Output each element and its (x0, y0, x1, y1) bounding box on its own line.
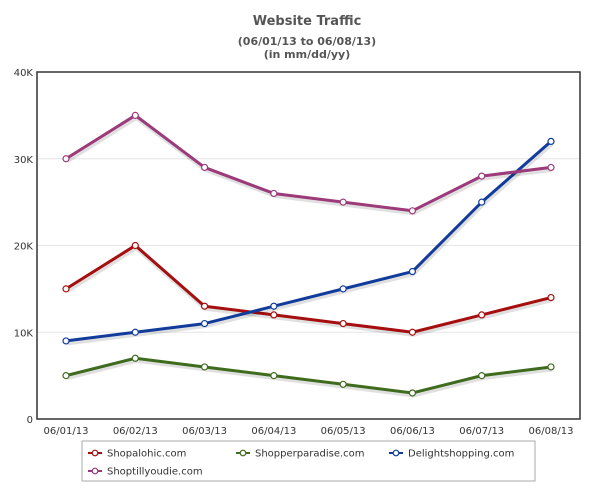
y-tick-label: 30K (14, 155, 34, 166)
data-point (62, 155, 70, 163)
data-point (200, 363, 209, 371)
data-point (131, 328, 139, 336)
legend-label: Shoptillyoudie.com (107, 467, 203, 478)
legend-item: Shopperparadise.com (236, 449, 365, 460)
data-point (339, 198, 347, 206)
y-tick-label: 20K (14, 242, 34, 253)
x-tick-label: 06/07/13 (459, 426, 504, 437)
data-point (270, 302, 278, 310)
legend-item: Delightshopping.com (389, 449, 514, 460)
legend-label: Shopperparadise.com (255, 449, 365, 460)
series-line (65, 140, 552, 343)
legend-swatch-marker (91, 467, 99, 475)
x-tick-label: 06/06/13 (390, 426, 435, 437)
chart-subtitle-line-1: (06/01/13 to 06/08/13) (238, 35, 376, 48)
data-point (408, 389, 417, 397)
data-point (408, 207, 417, 215)
y-tick-label: 40K (14, 68, 34, 79)
x-tick-label: 06/04/13 (251, 426, 296, 437)
data-point (131, 111, 139, 119)
series-line-shadow (66, 357, 553, 398)
x-tick-label: 06/03/13 (182, 426, 227, 437)
plot-area-frame (36, 71, 581, 420)
data-point (200, 163, 209, 172)
legend-item: Shoptillyoudie.com (88, 467, 203, 478)
series-line (65, 356, 552, 395)
data-point (478, 311, 486, 319)
data-point (62, 285, 70, 293)
legend-swatch-marker (239, 449, 247, 457)
data-point (339, 285, 347, 293)
data-point (408, 267, 417, 276)
series-1 (62, 241, 555, 337)
data-point (200, 302, 209, 310)
series-3 (62, 137, 555, 346)
data-point (270, 189, 278, 198)
data-point (478, 198, 486, 206)
series-4 (62, 111, 555, 216)
legend-swatch-marker (91, 449, 99, 457)
x-tick-label: 06/01/13 (44, 426, 89, 437)
legend-label: Delightshopping.com (408, 449, 514, 460)
x-tick-label: 06/05/13 (321, 426, 366, 437)
x-axis-tick-labels: 06/01/13 06/02/13 06/03/13 06/04/13 06/05/13… (44, 426, 574, 437)
legend: Shopalohic.com Shopperparadise.com Delight… (81, 440, 536, 482)
legend-swatch-marker (392, 449, 400, 457)
data-point (547, 137, 555, 145)
y-tick-label: 10K (14, 328, 34, 339)
data-point (62, 337, 70, 345)
series-2 (62, 354, 555, 398)
data-point (200, 319, 209, 328)
data-point (62, 372, 70, 380)
legend-item: Shopalohic.com (88, 449, 186, 460)
series-line-shadow (66, 141, 554, 346)
x-tick-label: 06/02/13 (113, 426, 158, 437)
y-axis-tick-labels: 0 10K 20K 30K 40K (14, 68, 34, 426)
series-lines (62, 111, 555, 398)
data-point (478, 172, 486, 180)
data-point (131, 241, 139, 250)
data-point (547, 293, 555, 302)
series-line (65, 113, 552, 213)
data-point (270, 372, 278, 380)
data-point (408, 328, 417, 336)
data-point (478, 372, 486, 380)
data-point (339, 380, 347, 388)
chart-title: Website Traffic (253, 14, 362, 29)
data-point (547, 363, 555, 371)
chart-subtitle-line-2: (in mm/dd/yy) (264, 48, 351, 61)
data-point (339, 319, 347, 328)
series-line (65, 244, 552, 334)
legend-label: Shopalohic.com (107, 449, 186, 460)
data-point (547, 163, 555, 172)
data-point (131, 354, 139, 362)
y-tick-label: 0 (27, 415, 33, 426)
series-line-shadow (65, 245, 553, 337)
x-tick-label: 06/08/13 (529, 426, 574, 437)
data-point (270, 311, 278, 319)
legend-box (81, 440, 536, 482)
gridlines (37, 158, 580, 333)
